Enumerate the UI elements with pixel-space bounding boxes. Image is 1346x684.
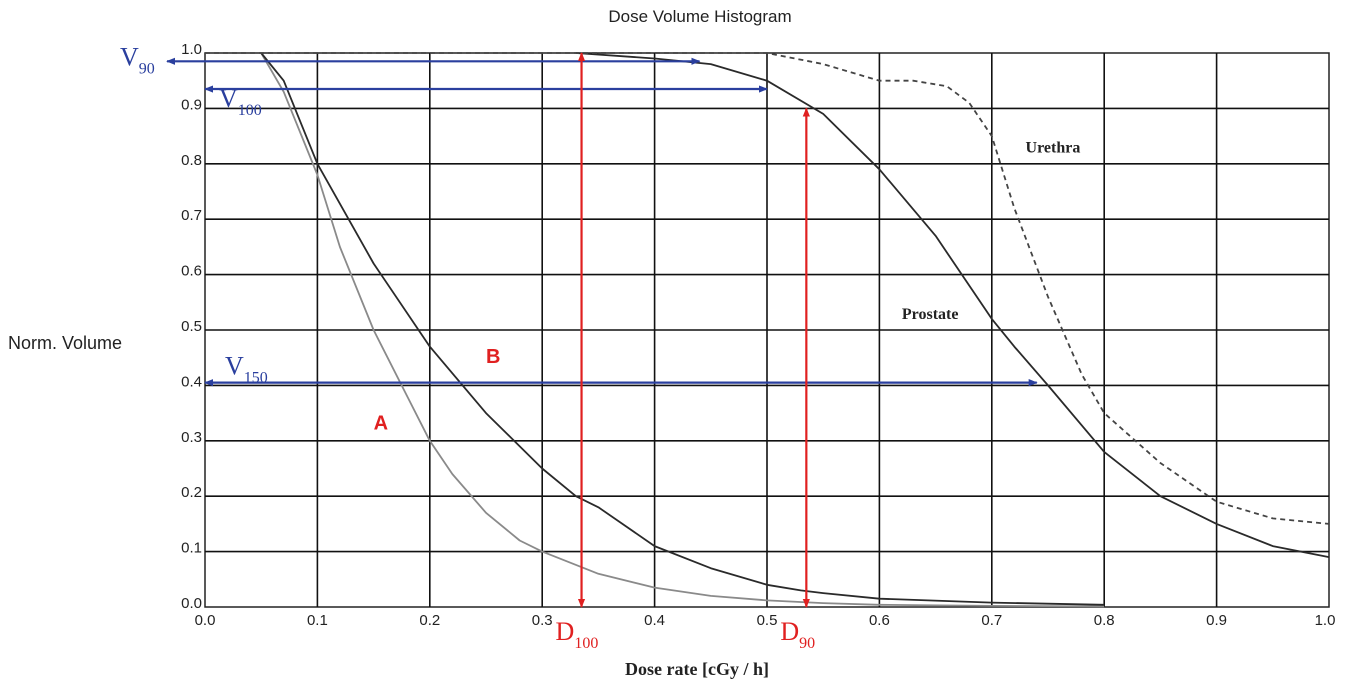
x-tick-label: 0.0 [195,612,216,629]
y-tick-label: 0.0 [181,595,202,612]
annotations-layer [166,52,1038,608]
x-axis-label: Dose rate [cGy / h] [625,659,769,679]
y-tick-label: 0.3 [181,429,202,446]
series-line-prostate [575,52,1330,558]
x-tick-label: 0.1 [307,612,328,629]
v100-label: V100 [219,84,262,119]
x-tick-label: 0.2 [419,612,440,629]
v100-label-main: V [219,84,238,113]
v150-label-sub: 150 [244,370,268,387]
d90-label: D90 [780,617,815,652]
x-tick-label: 1.0 [1315,612,1336,629]
x-tick-label: 0.4 [644,612,665,629]
curve-label-a: A [374,413,388,435]
y-tick-label: 0.8 [181,152,202,169]
series-line-urethra [205,52,1330,525]
y-tick-label: 0.1 [181,540,202,557]
curve-label-b: B [486,346,500,368]
v90-label-sub: 90 [139,60,155,77]
chart-title: Dose Volume Histogram [608,7,791,26]
d100-label-sub: 100 [574,635,598,652]
y-tick-label: 0.6 [181,263,202,280]
v100-label-sub: 100 [238,102,262,119]
v90-label: V90 [120,42,155,77]
grid [204,52,1330,608]
x-tick-label: 0.9 [1206,612,1227,629]
d100-label-main: D [556,617,575,646]
series-line-a [260,52,1105,608]
curve-label-urethra: Urethra [1026,140,1081,157]
x-tick-label: 0.3 [532,612,553,629]
d90-label-sub: 90 [799,635,815,652]
text-layer: Dose Volume Histogram Norm. Volume Dose … [8,7,1335,679]
y-tick-label: 1.0 [181,41,202,58]
d90-label-main: D [780,617,799,646]
v150-label-main: V [225,352,244,381]
v90-label-main: V [120,42,139,71]
y-tick-label: 0.4 [181,373,202,390]
y-tick-label: 0.5 [181,318,202,335]
y-tick-label: 0.2 [181,484,202,501]
y-tick-label: 0.9 [181,96,202,113]
x-tick-label: 0.7 [981,612,1002,629]
v150-label: V150 [225,352,268,387]
x-tick-label: 0.6 [869,612,890,629]
curve-label-prostate: Prostate [902,306,959,323]
d100-label: D100 [556,617,599,652]
x-tick-label: 0.5 [757,612,778,629]
series-layer [205,52,1330,608]
x-tick-label: 0.8 [1094,612,1115,629]
series-line-b [260,52,1105,606]
y-axis-label: Norm. Volume [8,333,122,353]
y-tick-label: 0.7 [181,207,202,224]
